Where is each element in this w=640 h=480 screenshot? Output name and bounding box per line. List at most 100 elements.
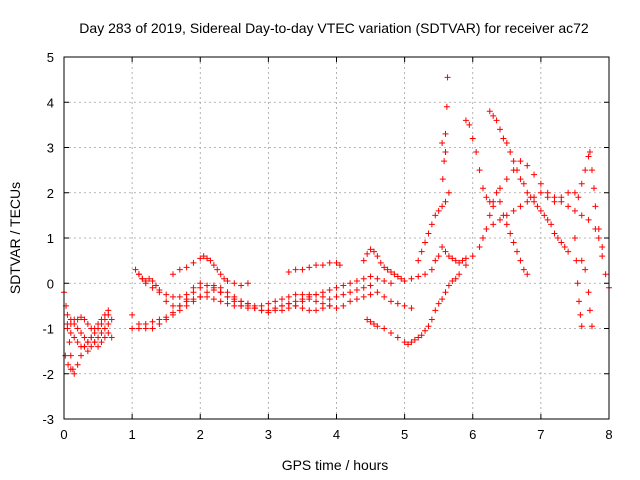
data-point [524, 198, 531, 205]
data-point [224, 300, 231, 307]
data-point [558, 194, 565, 201]
data-point [221, 275, 228, 282]
data-point [449, 277, 456, 284]
data-point [534, 203, 541, 210]
data-point [149, 325, 156, 332]
data-point [576, 298, 583, 305]
data-point [575, 194, 582, 201]
data-point [163, 314, 170, 321]
data-point [599, 244, 606, 251]
data-point [108, 334, 115, 341]
data-point [595, 225, 602, 232]
data-point [578, 180, 585, 187]
data-point [531, 194, 538, 201]
data-point [313, 298, 320, 305]
data-point [554, 235, 561, 241]
data-point [439, 176, 446, 183]
data-point [503, 176, 510, 183]
data-point [360, 275, 367, 282]
data-point [452, 257, 459, 264]
series-track-m [360, 244, 469, 284]
data-point [442, 130, 449, 137]
series-track-q [462, 117, 497, 210]
data-point [299, 298, 306, 305]
data-point [84, 320, 91, 327]
data-point [78, 352, 85, 359]
data-point [374, 253, 381, 260]
series-track-l [279, 289, 415, 314]
data-point [64, 311, 71, 318]
data-point [497, 198, 503, 205]
data-point [595, 235, 602, 241]
data-point [91, 330, 98, 337]
data-point [360, 284, 367, 291]
data-point [591, 185, 598, 192]
data-point [388, 298, 394, 305]
data-point [347, 289, 354, 296]
data-point [422, 271, 429, 278]
data-point [66, 339, 73, 346]
data-point [244, 280, 251, 287]
data-point [524, 189, 531, 196]
data-point [418, 332, 425, 339]
data-point [279, 307, 285, 314]
data-point [422, 327, 429, 334]
data-point [573, 257, 580, 264]
data-point [445, 282, 452, 289]
data-point [333, 284, 340, 291]
data-point [333, 259, 340, 266]
data-point [571, 235, 578, 241]
series-track-p [439, 74, 451, 183]
data-point [340, 282, 347, 289]
data-point [388, 280, 394, 287]
data-point [333, 305, 340, 312]
data-point [101, 334, 108, 341]
data-point [370, 248, 377, 255]
data-point [517, 158, 524, 165]
data-point [578, 212, 585, 219]
data-point [443, 103, 450, 110]
data-point [442, 289, 449, 296]
data-point [62, 352, 69, 359]
data-point [129, 325, 136, 332]
data-point [78, 330, 85, 337]
data-point [490, 221, 497, 228]
series-track-g [129, 273, 394, 332]
series-track-n [364, 271, 463, 348]
data-point [418, 248, 425, 255]
x-tick-label: 1 [129, 427, 136, 442]
data-point [462, 117, 469, 124]
data-point [578, 323, 585, 330]
data-point [479, 185, 486, 192]
data-point [565, 248, 572, 255]
data-point [67, 352, 74, 359]
data-point [381, 325, 388, 332]
data-point [574, 280, 581, 287]
data-point [67, 330, 74, 337]
data-point [469, 253, 476, 260]
x-tick-label: 0 [60, 427, 67, 442]
data-point [388, 268, 394, 275]
data-point [299, 305, 306, 312]
data-point [394, 300, 401, 307]
data-point [279, 296, 285, 303]
data-point [500, 135, 507, 142]
data-point [88, 334, 95, 341]
data-point [602, 271, 609, 278]
data-point [95, 343, 102, 350]
data-point [353, 287, 360, 294]
data-point [415, 334, 422, 341]
data-point [377, 259, 384, 266]
data-point [422, 239, 429, 246]
data-point [84, 339, 91, 346]
data-point [394, 273, 401, 280]
data-point [170, 302, 176, 309]
data-point [558, 239, 565, 246]
data-point [183, 291, 190, 298]
data-point [238, 298, 245, 305]
data-point [149, 284, 156, 291]
data-point [81, 334, 88, 341]
data-point [565, 189, 572, 196]
data-point [388, 330, 394, 337]
